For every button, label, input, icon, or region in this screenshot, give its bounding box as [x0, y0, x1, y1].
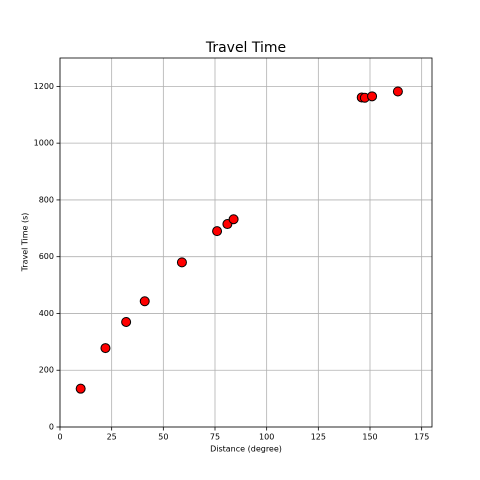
point [392, 86, 403, 97]
point [212, 226, 223, 237]
x-tick-label: 175 [414, 433, 429, 442]
x-tick-label: 50 [158, 433, 168, 442]
plot-frame [59, 57, 433, 428]
point [228, 214, 239, 225]
x-tick-label: 125 [311, 433, 326, 442]
y-tick-label: 400 [39, 309, 54, 318]
x-tick-label: 0 [57, 433, 62, 442]
point [367, 91, 378, 102]
x-tick-label: 150 [362, 433, 377, 442]
x-axis-label: Distance (degree) [210, 445, 282, 454]
y-tick-label: 0 [49, 423, 54, 432]
point [75, 383, 86, 394]
y-tick-label: 800 [39, 195, 54, 204]
y-tick-label: 200 [39, 366, 54, 375]
point [139, 296, 150, 307]
point [121, 316, 132, 327]
y-tick-label: 1000 [34, 139, 54, 148]
x-tick-label: 75 [210, 433, 220, 442]
y-tick-label: 1200 [34, 82, 54, 91]
point [176, 257, 187, 268]
point [100, 343, 111, 354]
y-tick-label: 600 [39, 252, 54, 261]
chart-title: Travel Time [205, 40, 286, 56]
x-tick-label: 25 [107, 433, 117, 442]
x-tick-label: 100 [259, 433, 274, 442]
y-axis-label: Travel Time (s) [21, 213, 30, 273]
